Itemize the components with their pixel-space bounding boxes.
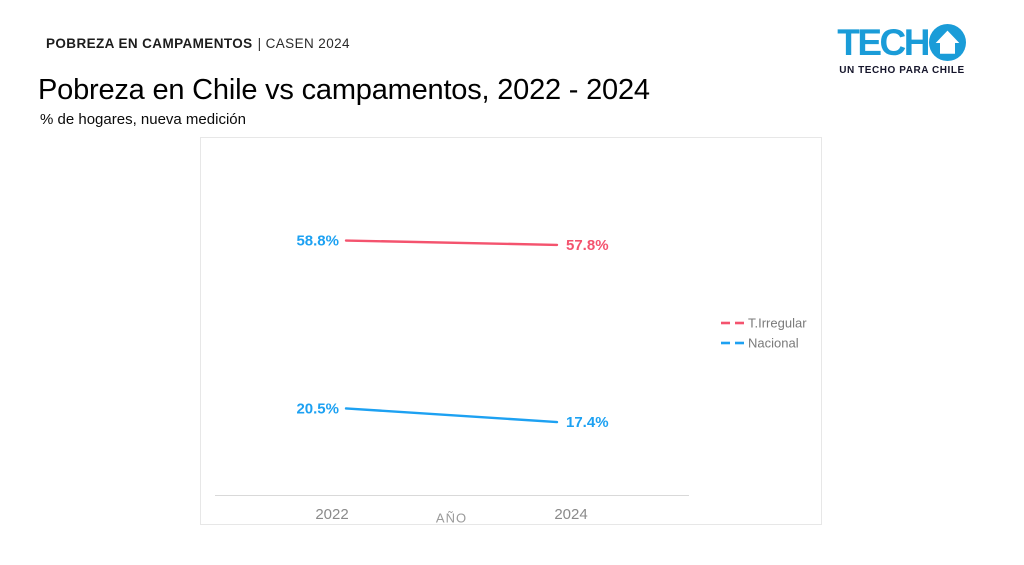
line-chart-svg: 2022 2024 AÑO 58.8% 57.8% 20.5% 17.4% T.Irregul… (215, 233, 807, 526)
techo-tagline: UN TECHO PARA CHILE (839, 65, 965, 76)
x-axis-title: AÑO (436, 511, 467, 525)
page-title: Pobreza en Chile vs campamentos, 2022 - … (38, 74, 650, 106)
techo-logo-row: TECH (837, 24, 966, 61)
techo-wordmark: TECH (837, 22, 930, 63)
line-chart: 2022 2024 AÑO 58.8% 57.8% 20.5% 17.4% T.Irregul… (200, 137, 822, 526)
legend-label: Nacional (748, 336, 799, 351)
techo-house-icon (929, 24, 966, 61)
data-label: 17.4% (566, 414, 609, 431)
x-tick-label: 2024 (554, 506, 587, 523)
data-label: 58.8% (296, 233, 339, 250)
kicker-strong: POBREZA EN CAMPAMENTOS (46, 36, 253, 51)
kicker: POBREZA EN CAMPAMENTOS | CASEN 2024 (46, 36, 350, 51)
page-subtitle: % de hogares, nueva medición (40, 111, 246, 128)
series-line-Nacional (344, 407, 559, 424)
data-label: 57.8% (566, 237, 609, 254)
data-label: 20.5% (296, 400, 339, 417)
x-tick-label: 2022 (315, 506, 348, 523)
legend-label: T.Irregular (748, 316, 807, 331)
series-line-T.Irregular (344, 239, 559, 247)
techo-logo: TECH UN TECHO PARA CHILE (837, 24, 966, 76)
kicker-rest: | CASEN 2024 (257, 36, 350, 51)
